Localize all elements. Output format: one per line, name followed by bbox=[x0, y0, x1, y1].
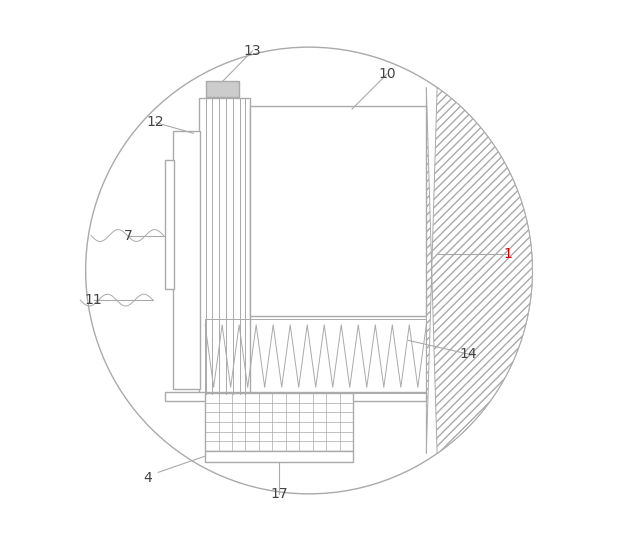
FancyBboxPatch shape bbox=[250, 107, 426, 316]
Text: 17: 17 bbox=[271, 487, 288, 501]
FancyBboxPatch shape bbox=[198, 98, 250, 394]
Text: 13: 13 bbox=[243, 44, 261, 58]
FancyBboxPatch shape bbox=[205, 451, 353, 461]
FancyBboxPatch shape bbox=[206, 81, 239, 97]
FancyBboxPatch shape bbox=[205, 393, 353, 451]
Text: 7: 7 bbox=[124, 228, 133, 242]
Text: 1: 1 bbox=[504, 247, 512, 261]
Text: 4: 4 bbox=[143, 471, 152, 485]
Text: 11: 11 bbox=[85, 293, 103, 307]
Text: 12: 12 bbox=[147, 115, 164, 129]
Text: 14: 14 bbox=[459, 347, 476, 361]
FancyBboxPatch shape bbox=[174, 130, 200, 389]
FancyBboxPatch shape bbox=[165, 160, 174, 289]
FancyBboxPatch shape bbox=[165, 392, 426, 401]
Polygon shape bbox=[426, 88, 532, 453]
Text: 10: 10 bbox=[378, 67, 396, 81]
